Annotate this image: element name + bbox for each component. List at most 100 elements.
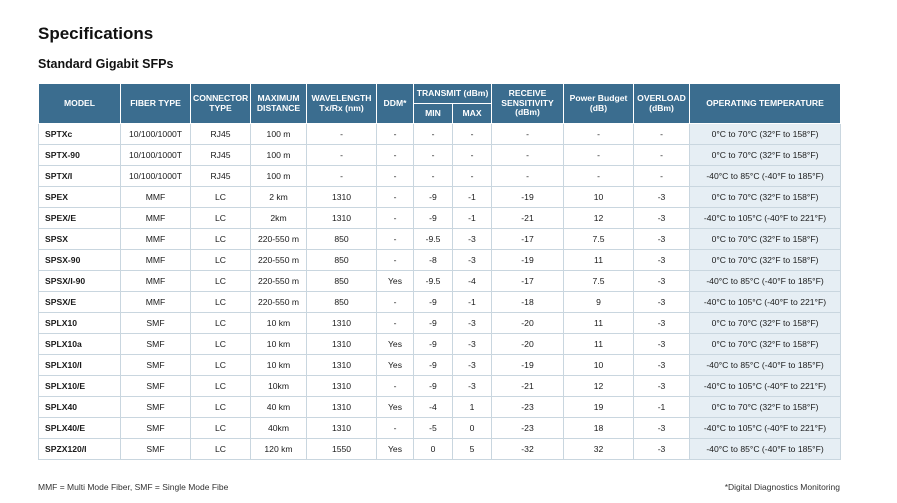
receive-sensitivity-cell: -23 [491, 396, 565, 418]
ddm-cell: - [376, 228, 414, 250]
temperature-cell: 0°C to 70°C (32°F to 158°F) [689, 186, 842, 208]
receive-sensitivity-cell: -19 [491, 186, 565, 208]
temperature-cell: -40°C to 105°C (-40°F to 221°F) [689, 207, 842, 229]
fiber-type-cell: SMF [120, 312, 191, 334]
table-row: SPSX/E MMF LC 220-550 m 850- -9 -1 -18 9 -3 -40°C … [38, 291, 842, 313]
temperature-cell: 0°C to 70°C (32°F to 158°F) [689, 312, 842, 334]
ddm-cell: Yes [376, 333, 414, 355]
header-fiber-type: FIBER TYPE [120, 83, 191, 124]
power-budget-cell: - [563, 144, 635, 166]
transmit-max-cell: 0 [452, 417, 493, 439]
power-budget-cell: - [563, 123, 635, 145]
overload-cell: - [633, 123, 691, 145]
overload-cell: -3 [633, 375, 691, 397]
overload-cell: -3 [633, 228, 691, 250]
temperature-cell: 0°C to 70°C (32°F to 158°F) [689, 228, 842, 250]
model-cell: SPSX [38, 228, 121, 250]
ddm-cell: - [376, 249, 414, 271]
table-row: SPLX10/E SMF LC 10km 1310- -9 -3 -21 12 -3 -40°C t… [38, 375, 842, 397]
power-budget-cell: 7.5 [563, 228, 635, 250]
receive-sensitivity-cell: -20 [491, 333, 565, 355]
header-max-distance: MAXIMUM DISTANCE [250, 83, 307, 124]
transmit-max-cell: -3 [452, 333, 493, 355]
header-receive: RECEIVE SENSITIVITY (dBm) [491, 83, 565, 124]
max-distance-cell: 2km [250, 207, 307, 229]
wavelength-cell: 1310 [306, 312, 377, 334]
transmit-max-cell: -1 [452, 207, 493, 229]
model-cell: SPLX10a [38, 333, 121, 355]
temperature-cell: -40°C to 85°C (-40°F to 185°F) [689, 354, 842, 376]
receive-sensitivity-cell: - [491, 144, 565, 166]
connector-type-cell: LC [190, 186, 251, 208]
ddm-cell: - [376, 165, 414, 187]
temperature-cell: -40°C to 105°C (-40°F to 221°F) [689, 375, 842, 397]
transmit-max-cell: - [452, 144, 493, 166]
transmit-max-cell: -1 [452, 291, 493, 313]
max-distance-cell: 100 m [250, 144, 307, 166]
wavelength-cell: 1310 [306, 207, 377, 229]
ddm-cell: Yes [376, 354, 414, 376]
fiber-type-cell: SMF [120, 438, 191, 460]
receive-sensitivity-cell: -19 [491, 249, 565, 271]
table-row: SPSX/I-90 MMF LC 220-550 m 850 Yes -9.5 -4 -17 7.… [38, 270, 842, 292]
model-cell: SPSX/E [38, 291, 121, 313]
wavelength-cell: 850 [306, 270, 377, 292]
overload-cell: -1 [633, 396, 691, 418]
temperature-cell: -40°C to 85°C (-40°F to 185°F) [689, 165, 842, 187]
transmit-min-cell: -9 [413, 291, 453, 313]
connector-type-cell: RJ45 [190, 144, 251, 166]
transmit-min-cell: - [413, 123, 453, 145]
connector-type-cell: LC [190, 417, 251, 439]
fiber-type-cell: 10/100/1000T [120, 123, 191, 145]
ddm-cell: - [376, 291, 414, 313]
receive-sensitivity-cell: -20 [491, 312, 565, 334]
wavelength-cell: 1550 [306, 438, 377, 460]
table-row: SPLX10a SMF LC 10 km 1310 Yes -9 -3 -20 11 -3 0°C t… [38, 333, 842, 355]
ddm-cell: Yes [376, 396, 414, 418]
wavelength-cell: 850 [306, 291, 377, 313]
footnote-ddm: *Digital Diagnostics Monitoring [724, 482, 840, 492]
power-budget-cell: 10 [563, 186, 635, 208]
temperature-cell: 0°C to 70°C (32°F to 158°F) [689, 123, 842, 145]
wavelength-cell: 1310 [306, 354, 377, 376]
wavelength-cell: - [306, 165, 377, 187]
transmit-min-cell: - [413, 165, 453, 187]
connector-type-cell: LC [190, 249, 251, 271]
model-cell: SPLX40 [38, 396, 121, 418]
fiber-type-cell: SMF [120, 333, 191, 355]
power-budget-cell: 19 [563, 396, 635, 418]
overload-cell: -3 [633, 291, 691, 313]
connector-type-cell: RJ45 [190, 123, 251, 145]
overload-cell: - [633, 165, 691, 187]
temperature-cell: -40°C to 105°C (-40°F to 221°F) [689, 291, 842, 313]
table-row: SPZX120/I SMF LC 120 km 1550 Yes 0 5 -32 32 -3 -40°… [38, 438, 842, 460]
overload-cell: -3 [633, 249, 691, 271]
transmit-min-cell: - [413, 144, 453, 166]
wavelength-cell: 850 [306, 228, 377, 250]
connector-type-cell: LC [190, 354, 251, 376]
overload-cell: -3 [633, 333, 691, 355]
ddm-cell: - [376, 144, 414, 166]
temperature-cell: -40°C to 105°C (-40°F to 221°F) [689, 417, 842, 439]
wavelength-cell: 1310 [306, 396, 377, 418]
wavelength-cell: 1310 [306, 333, 377, 355]
temperature-cell: 0°C to 70°C (32°F to 158°F) [689, 249, 842, 271]
connector-type-cell: LC [190, 438, 251, 460]
header-transmit-min: MIN [413, 103, 453, 124]
temperature-cell: 0°C to 70°C (32°F to 158°F) [689, 144, 842, 166]
fiber-type-cell: MMF [120, 207, 191, 229]
power-budget-cell: 32 [563, 438, 635, 460]
max-distance-cell: 100 m [250, 165, 307, 187]
transmit-min-cell: -8 [413, 249, 453, 271]
fiber-type-cell: 10/100/1000T [120, 144, 191, 166]
temperature-cell: 0°C to 70°C (32°F to 158°F) [689, 396, 842, 418]
receive-sensitivity-cell: -23 [491, 417, 565, 439]
transmit-max-cell: -4 [452, 270, 493, 292]
table-row: SPSX MMF LC 220-550 m 850- -9.5 -3 -17 7.5 -3 0°C … [38, 228, 842, 250]
fiber-type-cell: MMF [120, 270, 191, 292]
power-budget-cell: 9 [563, 291, 635, 313]
transmit-max-cell: -1 [452, 186, 493, 208]
header-wavelength: WAVELENGTH Tx/Rx (nm) [306, 83, 377, 124]
fiber-type-cell: 10/100/1000T [120, 165, 191, 187]
fiber-type-cell: SMF [120, 354, 191, 376]
